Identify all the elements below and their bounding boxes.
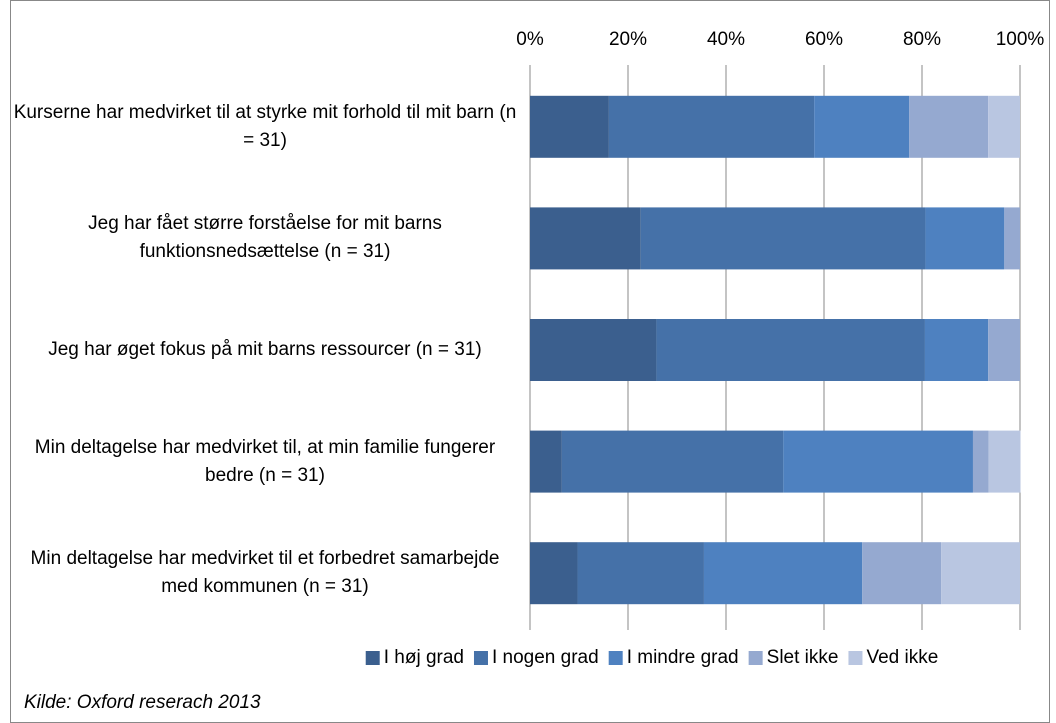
bar-segment (862, 542, 942, 605)
bar-segment (941, 542, 1020, 605)
legend-swatch (608, 651, 623, 665)
bar-segment (783, 430, 973, 493)
bar-segment (972, 430, 989, 493)
category-label: Jeg har fået større forståelse for mit b… (88, 213, 442, 263)
legend-swatch (365, 651, 380, 665)
bar-segment (608, 95, 815, 158)
bar-segment (703, 542, 863, 605)
bar-segment (924, 319, 989, 381)
legend-label: I høj grad (384, 647, 464, 668)
bar-segment (530, 319, 657, 381)
bar-segment (640, 207, 926, 270)
bar-segment (988, 95, 1020, 158)
x-tick-label: 40% (707, 29, 745, 50)
legend-swatch (748, 651, 763, 665)
category-label: Min deltagelse har medvirket til, at min… (34, 436, 496, 486)
x-tick-label: 60% (805, 29, 843, 50)
legend-swatch (473, 651, 488, 665)
bar-segment (909, 95, 989, 158)
bar-segment (561, 430, 784, 493)
bar-segment (925, 207, 1005, 270)
category-label: Min deltagelse har medvirket til et forb… (30, 548, 500, 598)
legend-label: I mindre grad (627, 647, 739, 668)
bar-segment (530, 95, 609, 158)
bar-segment (814, 95, 910, 158)
bar-segment (988, 319, 1020, 381)
bar-segment (530, 430, 562, 493)
x-tick-label: 20% (609, 29, 647, 50)
bar-segment (530, 207, 641, 270)
x-tick-label: 0% (516, 29, 544, 50)
x-tick-label: 80% (903, 29, 941, 50)
legend-label: Slet ikke (767, 647, 839, 668)
bar-segment (1004, 207, 1020, 270)
legend-label: I nogen grad (492, 647, 599, 668)
category-label: Jeg har øget fokus på mit barns ressourc… (48, 339, 482, 360)
bar-segment (577, 542, 704, 605)
bar-segment (530, 542, 578, 605)
category-label: Kurserne har medvirket til at styrke mit… (13, 101, 517, 151)
legend-swatch (848, 651, 863, 665)
source-note: Kilde: Oxford reserach 2013 (24, 692, 261, 713)
x-tick-label: 100% (996, 29, 1045, 50)
bar-segment (656, 319, 925, 381)
legend-label: Ved ikke (866, 647, 938, 668)
bar-segment (988, 430, 1021, 493)
